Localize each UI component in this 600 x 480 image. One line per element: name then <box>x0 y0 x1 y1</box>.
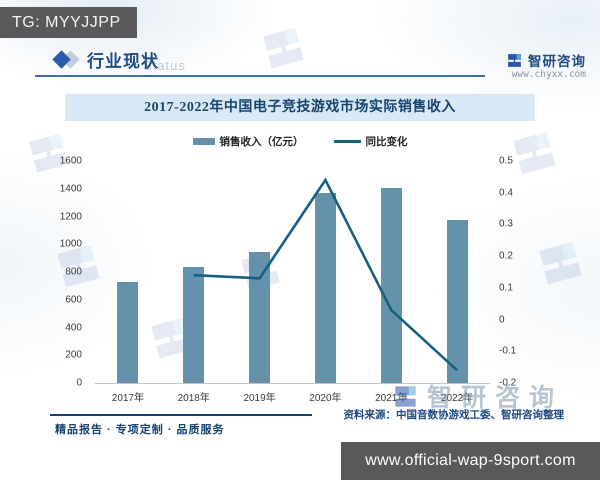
axis-tick: 0 <box>76 377 82 389</box>
brand-watermark-icon <box>256 21 311 80</box>
brand-logo-icon <box>506 52 523 69</box>
x-axis-tick: 2019年 <box>243 393 276 404</box>
axis-tick: 1600 <box>59 155 82 167</box>
footer-divider <box>50 414 312 416</box>
section-title: 行业现状 <box>87 52 159 71</box>
x-axis-tick: 2018年 <box>177 393 210 404</box>
header-divider <box>35 75 485 77</box>
axis-tick: 0.5 <box>499 155 513 167</box>
x-axis-tick: 2017年 <box>111 393 145 404</box>
plot-area <box>95 161 490 384</box>
footer-tagline: 精品报告 · 专项定制 · 品质服务 <box>55 424 225 436</box>
x-axis-tick: 2021年 <box>375 393 408 404</box>
left-axis: 0 200 400 600 800 1000 1200 1400 1600 <box>40 156 82 389</box>
axis-tick: 1400 <box>59 183 82 195</box>
chart-legend: 销售收入（亿元） 同比变化 <box>0 134 600 149</box>
brand-name: 智研咨询 <box>528 54 586 69</box>
bar-2021年 <box>380 188 402 383</box>
x-axis-tick: 2020年 <box>309 393 342 404</box>
yoy-line <box>193 177 458 372</box>
background-word: Status <box>143 58 186 73</box>
axis-tick: 400 <box>65 322 82 333</box>
axis-tick: 200 <box>65 349 82 361</box>
axis-tick: 0 <box>499 314 505 326</box>
bar-series-swatch <box>192 138 215 145</box>
line-series-swatch <box>333 140 361 143</box>
legend-label: 同比变化 <box>365 136 408 148</box>
bar-2022年 <box>446 219 468 383</box>
axis-tick: 1000 <box>59 238 82 250</box>
legend-item-yoy: 同比变化 <box>333 134 408 149</box>
x-axis-tick: 2022年 <box>440 393 474 404</box>
chart-title: 2017-2022年中国电子竞技游戏市场实际销售收入 <box>65 94 535 121</box>
right-axis: -0.2 -0.1 0 0.1 0.2 0.3 0.4 0.5 <box>499 156 541 389</box>
website-watermark-bar: www.official-wap-9sport.com <box>341 442 600 480</box>
section-header: 行业现状 <box>52 47 159 72</box>
brand-logo: 智研咨询 <box>506 50 586 70</box>
bar-2020年 <box>314 193 336 383</box>
axis-tick: 600 <box>65 294 82 306</box>
x-axis: 2017年 2018年 2019年 2020年 2021年 2022年 <box>95 389 490 404</box>
axis-tick: -0.1 <box>499 345 517 357</box>
axis-tick: 1200 <box>59 211 82 222</box>
legend-label: 销售收入（亿元） <box>219 136 304 148</box>
axis-tick: 0.2 <box>499 250 513 262</box>
axis-tick: 800 <box>65 266 82 278</box>
axis-tick: 0.4 <box>499 187 513 199</box>
axis-tick: 0.3 <box>499 218 513 230</box>
legend-item-revenue: 销售收入（亿元） <box>192 134 304 149</box>
brand-website: www.chyxx.com <box>511 69 586 80</box>
diamond-icon <box>52 49 80 69</box>
data-source-note: 资料来源：中国音数协游戏工委、智研咨询整理 <box>343 409 565 421</box>
bar-2017年 <box>117 281 139 383</box>
telegram-badge: TG: MYYJJPP <box>0 7 137 38</box>
axis-tick: -0.2 <box>499 377 517 389</box>
axis-tick: 0.1 <box>499 282 513 294</box>
